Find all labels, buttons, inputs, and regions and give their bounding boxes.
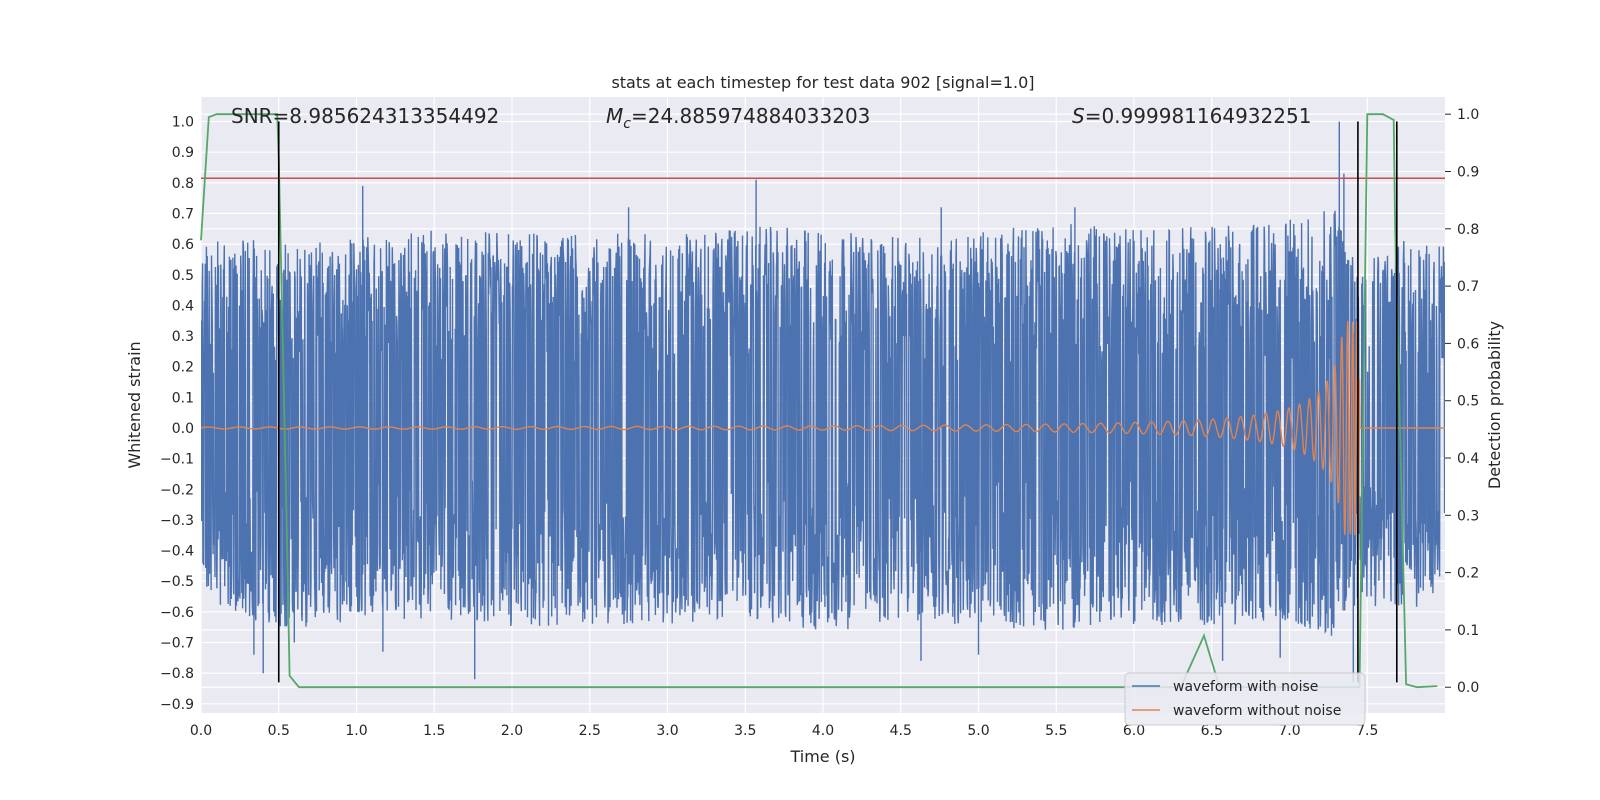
x-tick-label: 2.0 [501, 723, 523, 739]
series-waveform-with-noise [201, 121, 1445, 683]
y-tick-label: −0.6 [160, 605, 194, 621]
y-axis-label-right: Detection probability [1485, 321, 1504, 489]
overlay-layer [200, 113, 1445, 689]
chirp-mass-subscript: c [623, 116, 631, 132]
legend-label-clean: waveform without noise [1173, 703, 1341, 719]
chart-title: stats at each timestep for test data 902… [611, 73, 1034, 92]
y-axis-label: Whitened strain [125, 341, 144, 468]
x-tick-label: 6.0 [1123, 723, 1145, 739]
s-symbol: S [1072, 104, 1085, 128]
chirp-mass-stat: Mc=24.885974884033203 [606, 104, 870, 132]
y-tick-label: 0.3 [172, 329, 194, 345]
x-tick-label: 5.5 [1045, 723, 1067, 739]
y-right-tick-label: 0.4 [1457, 451, 1479, 467]
y-tick-label: 0.7 [172, 206, 194, 222]
legend: waveform with noise waveform without noi… [1124, 672, 1366, 726]
y-tick-label: 0.1 [172, 390, 194, 406]
x-tick-label: 7.5 [1356, 723, 1378, 739]
y-tick-label: 1.0 [172, 115, 194, 131]
s-value: =0.999981164932251 [1085, 104, 1312, 128]
x-tick-label: 6.5 [1201, 723, 1223, 739]
y-tick-label: −0.9 [160, 697, 194, 713]
y-tick-label: 0.5 [172, 268, 194, 284]
y-right-tick-label: 0.3 [1457, 508, 1479, 524]
s-stat: S=0.999981164932251 [1072, 104, 1311, 128]
x-tick-label: 1.0 [345, 723, 367, 739]
x-tick-label: 0.0 [190, 723, 212, 739]
y-tick-label: −0.7 [160, 636, 194, 652]
x-tick-label: 5.0 [967, 723, 989, 739]
y-right-tick-label: 0.7 [1457, 279, 1479, 295]
x-tick-label: 0.5 [268, 723, 290, 739]
y-right-tick-label: 0.8 [1457, 222, 1479, 238]
y-tick-label: −0.5 [160, 574, 194, 590]
y-right-tick-label: 0.1 [1457, 623, 1479, 639]
series-detection-probability [200, 113, 1438, 689]
legend-label-noise: waveform with noise [1173, 679, 1318, 695]
x-tick-label: 4.0 [812, 723, 834, 739]
y-right-tick-label: 0.0 [1457, 680, 1479, 696]
y-right-tick-label: 0.9 [1457, 164, 1479, 180]
y-tick-label: 0.0 [172, 421, 194, 437]
axis-ticks: 0.0 0.5 1.0 1.5 2.0 2.5 3.0 3.5 4.0 4.5 5.0 5.5 6.0 6… [160, 107, 1479, 739]
y-tick-label: −0.1 [160, 452, 194, 468]
y-tick-label: 0.4 [172, 298, 194, 314]
y-right-tick-label: 0.6 [1457, 336, 1479, 352]
y-right-tick-label: 0.5 [1457, 394, 1479, 410]
y-tick-label: 0.9 [172, 145, 194, 161]
y-right-tick-label: 1.0 [1457, 107, 1479, 123]
data-layer [201, 121, 1445, 683]
snr-stat: SNR=8.985624313354492 [231, 104, 499, 128]
series-waveform-without-noise [201, 320, 1445, 536]
legend-box [1124, 672, 1366, 726]
x-tick-label: 3.0 [656, 723, 678, 739]
y-tick-label: −0.3 [160, 513, 194, 529]
y-tick-label: 0.6 [172, 237, 194, 253]
y-tick-label: 0.8 [172, 176, 194, 192]
y-tick-label: −0.4 [160, 544, 194, 560]
chirp-mass-symbol: M [606, 104, 623, 128]
x-tick-label: 1.5 [423, 723, 445, 739]
y-tick-label: 0.2 [172, 360, 194, 376]
x-axis-label: Time (s) [789, 747, 855, 766]
chirp-mass-value: =24.885974884033203 [631, 104, 870, 128]
y-right-tick-label: 0.2 [1457, 566, 1479, 582]
x-tick-label: 4.5 [890, 723, 912, 739]
x-tick-label: 2.5 [579, 723, 601, 739]
y-tick-label: −0.8 [160, 666, 194, 682]
y-tick-label: −0.2 [160, 482, 194, 498]
x-tick-label: 3.5 [734, 723, 756, 739]
x-tick-label: 7.0 [1278, 723, 1300, 739]
